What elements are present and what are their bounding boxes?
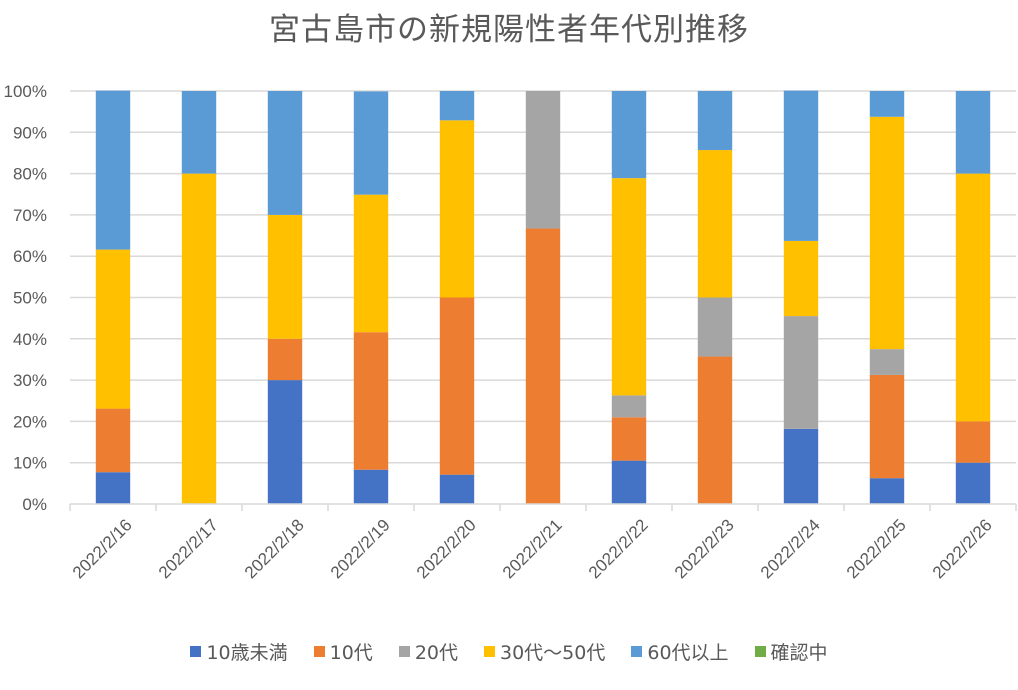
legend-label: 30代〜50代 <box>500 642 606 664</box>
legend-item: 60代以上 <box>631 638 729 665</box>
bar-segment-1 <box>697 356 733 504</box>
x-tick-label: 2022/2/21 <box>499 515 566 582</box>
y-tick-label: 90% <box>13 123 47 142</box>
bar-segment-1 <box>611 417 647 461</box>
bar-segment-4 <box>869 91 905 117</box>
legend-swatch <box>631 646 643 657</box>
y-tick-label: 70% <box>13 206 47 225</box>
y-tick-label: 30% <box>13 371 47 390</box>
legend-label: 60代以上 <box>647 642 729 664</box>
bar-segment-3 <box>611 178 647 396</box>
bar-segment-2 <box>869 349 905 375</box>
y-tick-label: 100% <box>4 82 47 101</box>
chart-title: 宮古島市の新規陽性者年代別推移 <box>269 12 749 48</box>
y-axis-ticks: 0% 10% 20% 30% 40% 50% 60% 70% 80% 90% 100% <box>4 82 47 514</box>
x-tick-label: 2022/2/23 <box>671 515 738 582</box>
legend-swatch <box>313 646 325 657</box>
bar-segment-1 <box>353 332 389 470</box>
bar-segment-0 <box>955 462 991 504</box>
bar-segment-1 <box>525 228 561 505</box>
legend-item: 20代 <box>398 638 458 665</box>
legend-item: 30代〜50代 <box>484 638 605 665</box>
x-tick-label: 2022/2/20 <box>413 515 480 582</box>
bar-segment-3 <box>783 240 819 317</box>
legend-swatch <box>190 646 202 657</box>
bar-segment-3 <box>181 173 217 504</box>
legend-label: 10代 <box>329 642 373 664</box>
bar-segment-2 <box>697 297 733 357</box>
y-tick-label: 40% <box>13 330 47 349</box>
bar-segment-4 <box>95 90 131 250</box>
x-tick-label: 2022/2/17 <box>155 515 222 582</box>
bar-segment-0 <box>95 472 131 504</box>
bar-segment-3 <box>95 249 131 409</box>
bar-segment-4 <box>955 91 991 174</box>
y-tick-label: 80% <box>13 165 47 184</box>
bar-segment-1 <box>267 338 303 381</box>
bar-segment-1 <box>869 374 905 479</box>
bar-segment-1 <box>955 421 991 463</box>
legend-item: 確認中 <box>754 638 828 665</box>
bar-segment-4 <box>439 91 475 121</box>
legend-item: 10歳未満 <box>190 638 288 665</box>
legend-label: 10歳未満 <box>206 642 288 664</box>
bars <box>95 90 991 505</box>
bar-segment-3 <box>955 173 991 422</box>
bar-segment-2 <box>525 91 561 229</box>
bar-segment-4 <box>181 91 217 174</box>
x-tick-label: 2022/2/22 <box>585 515 652 582</box>
x-tick-label: 2022/2/25 <box>843 515 910 582</box>
legend-swatch <box>398 646 410 657</box>
y-tick-label: 10% <box>13 454 47 473</box>
bar-segment-3 <box>869 116 905 350</box>
bar-segment-0 <box>353 469 389 504</box>
y-tick-label: 20% <box>13 412 47 431</box>
bar-segment-0 <box>869 478 905 504</box>
x-tick-label: 2022/2/16 <box>69 515 136 582</box>
y-tick-label: 60% <box>13 247 47 266</box>
bar-segment-3 <box>439 120 475 298</box>
bar-segment-2 <box>611 395 647 418</box>
bar-segment-4 <box>697 91 733 151</box>
bar-segment-0 <box>611 460 647 504</box>
legend-label: 20代 <box>414 642 458 664</box>
bar-segment-3 <box>697 150 733 298</box>
legend-label: 確認中 <box>770 642 828 664</box>
x-tick-label: 2022/2/18 <box>241 515 308 582</box>
bar-segment-4 <box>783 90 819 241</box>
legend-item: 10代 <box>313 638 373 665</box>
bar-segment-3 <box>267 214 303 339</box>
bar-segment-0 <box>439 474 475 504</box>
bar-segment-1 <box>95 408 131 473</box>
bar-segment-3 <box>353 194 389 333</box>
bar-segment-2 <box>783 316 819 429</box>
bar-segment-4 <box>353 91 389 195</box>
bar-segment-0 <box>267 380 303 504</box>
bar-segment-0 <box>783 428 819 504</box>
bar-segment-4 <box>611 91 647 179</box>
x-tick-label: 2022/2/26 <box>929 515 996 582</box>
x-axis <box>69 503 1017 511</box>
x-tick-label: 2022/2/24 <box>757 515 824 582</box>
x-tick-label: 2022/2/19 <box>327 515 394 582</box>
bar-segment-1 <box>439 297 475 475</box>
x-axis-ticks: 2022/2/16 2022/2/17 2022/2/18 2022/2/19 2022… <box>69 515 996 582</box>
y-tick-label: 50% <box>13 289 47 308</box>
bar-segment-4 <box>267 91 303 215</box>
legend: 10歳未満 10代 20代 30代〜50代 60代以上 確認中 <box>0 638 1018 665</box>
y-tick-label: 0% <box>22 495 47 514</box>
legend-swatch <box>484 646 495 657</box>
legend-swatch <box>754 646 766 657</box>
